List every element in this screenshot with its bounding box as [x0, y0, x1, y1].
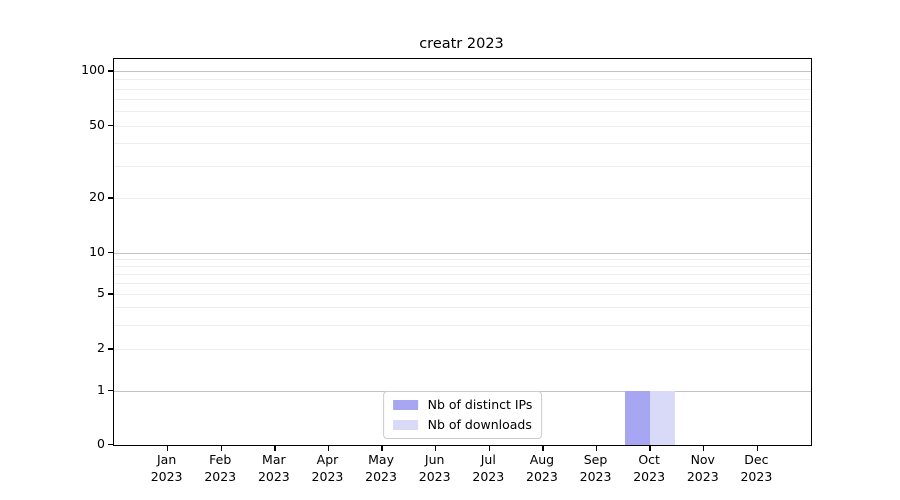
y-tick-label-1: 1 — [97, 381, 105, 397]
x-tick-may-2023 — [381, 446, 383, 451]
gridline-y-2 — [114, 348, 811, 350]
gridline-y-30 — [114, 165, 811, 167]
legend-item-distinct-ips: Nb of distinct IPs — [392, 396, 533, 413]
gridline-y-3 — [114, 324, 811, 326]
legend: Nb of distinct IPs Nb of downloads — [382, 390, 543, 439]
gridline-y-4 — [114, 307, 811, 309]
y-tick-1 — [107, 389, 113, 392]
bar-nb-of-downloads-oct-2023 — [650, 390, 676, 445]
x-tick-jan-2023 — [166, 446, 169, 451]
x-tick-label-dec-2023: Dec 2023 — [740, 452, 773, 484]
gridline-y-80 — [114, 88, 811, 90]
legend-swatch-downloads — [392, 419, 418, 430]
gridline-y-40 — [114, 143, 811, 145]
y-tick-20 — [107, 197, 113, 199]
x-tick-label-may-2023: May 2023 — [365, 452, 397, 484]
x-tick-label-nov-2023: Nov 2023 — [686, 452, 719, 484]
x-tick-apr-2023 — [327, 446, 330, 451]
x-tick-jun-2023 — [434, 446, 437, 451]
plot-area: Nb of distinct IPs Nb of downloads — [107, 58, 812, 451]
x-tick-sep-2023 — [595, 446, 598, 451]
legend-label-downloads: Nb of downloads — [427, 416, 532, 432]
gridline-y-8 — [114, 265, 811, 267]
x-tick-label-mar-2023: Mar 2023 — [257, 452, 290, 484]
x-tick-label-jul-2023: Jul 2023 — [472, 452, 505, 484]
gridline-y-70 — [114, 99, 811, 101]
gridline-y-10 — [114, 252, 811, 254]
y-tick-0 — [107, 443, 113, 446]
y-tick-2 — [107, 348, 113, 350]
legend-swatch-distinct-ips — [392, 399, 418, 410]
x-tick-label-jun-2023: Jun 2023 — [418, 452, 451, 484]
legend-item-downloads: Nb of downloads — [392, 416, 533, 433]
y-tick-label-2: 2 — [97, 339, 105, 355]
gridline-y-6 — [114, 283, 811, 285]
legend-label-distinct-ips: Nb of distinct IPs — [427, 396, 533, 412]
x-tick-label-aug-2023: Aug 2023 — [526, 452, 558, 484]
x-tick-oct-2023 — [649, 446, 651, 451]
x-tick-label-apr-2023: Apr 2023 — [311, 452, 344, 484]
gridline-y-90 — [114, 79, 811, 81]
y-tick-100 — [107, 70, 113, 72]
gridline-y-60 — [114, 111, 811, 113]
gridline-y-100 — [114, 71, 811, 72]
x-tick-jul-2023 — [488, 446, 490, 451]
gridline-y-9 — [114, 258, 811, 260]
x-tick-aug-2023 — [542, 446, 544, 451]
y-tick-5 — [107, 293, 113, 295]
y-tick-label-50: 50 — [89, 116, 105, 132]
x-tick-nov-2023 — [703, 446, 705, 451]
y-tick-label-100: 100 — [81, 62, 105, 77]
x-tick-mar-2023 — [274, 446, 276, 451]
gridline-y-50 — [114, 125, 811, 127]
gridline-y-20 — [114, 197, 811, 199]
y-tick-label-0: 0 — [97, 435, 105, 451]
y-tick-50 — [107, 124, 113, 127]
x-tick-feb-2023 — [220, 446, 222, 451]
y-tick-10 — [107, 251, 113, 254]
y-tick-label-10: 10 — [89, 243, 105, 259]
x-tick-label-feb-2023: Feb 2023 — [204, 452, 237, 484]
gridline-y-5 — [114, 294, 811, 296]
x-tick-label-oct-2023: Oct 2023 — [633, 452, 666, 484]
gridline-y-7 — [114, 273, 811, 275]
chart-title: creatr 2023 — [419, 36, 504, 52]
y-tick-label-5: 5 — [97, 285, 105, 301]
x-tick-label-jan-2023: Jan 2023 — [150, 452, 183, 484]
bar-nb-of-distinct-ips-oct-2023 — [625, 390, 651, 445]
x-tick-label-sep-2023: Sep 2023 — [579, 452, 612, 484]
x-tick-dec-2023 — [756, 446, 759, 451]
y-tick-label-20: 20 — [89, 188, 105, 204]
